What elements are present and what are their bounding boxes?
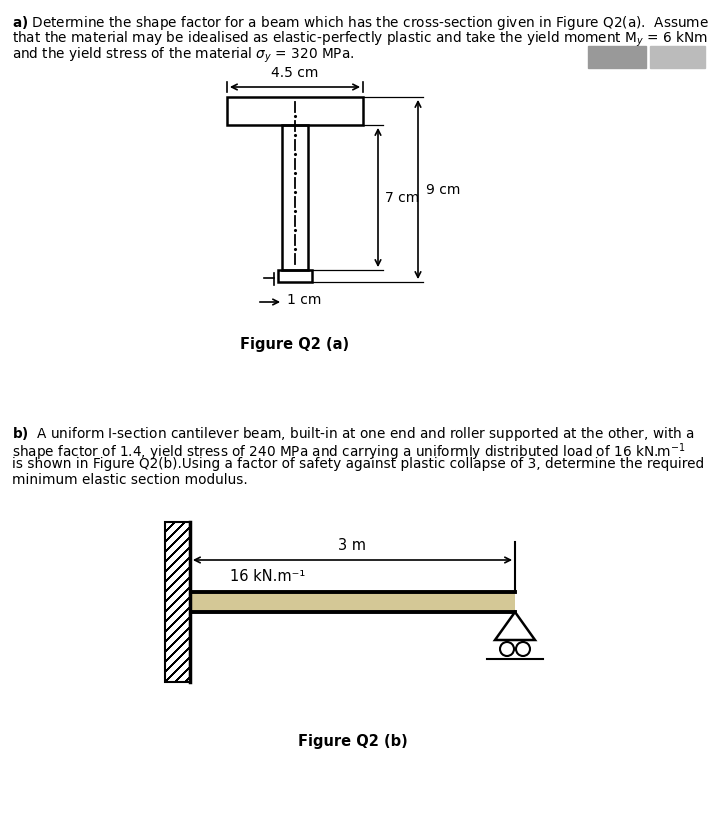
Bar (278, 270, 312, 282)
Text: 16 kN.m⁻¹: 16 kN.m⁻¹ (230, 569, 305, 584)
Bar (227, 97, 363, 125)
Text: is shown in Figure Q2(b).Using a factor of safety against plastic collapse of 3,: is shown in Figure Q2(b).Using a factor … (12, 457, 704, 471)
Text: Figure Q2 (a): Figure Q2 (a) (240, 337, 350, 352)
Text: shape factor of 1.4, yield stress of 240 MPa and carrying a uniformly distribute: shape factor of 1.4, yield stress of 240… (12, 441, 685, 463)
Bar (190, 592, 515, 612)
Bar (650, 46, 705, 68)
Text: $\mathbf{b)}$  A uniform I-section cantilever beam, built-in at one end and roll: $\mathbf{b)}$ A uniform I-section cantil… (12, 425, 695, 443)
Text: $\mathbf{a)}$ Determine the shape factor for a beam which has the cross-section : $\mathbf{a)}$ Determine the shape factor… (12, 14, 708, 32)
Text: minimum elastic section modulus.: minimum elastic section modulus. (12, 473, 248, 487)
Text: 7 cm: 7 cm (385, 190, 419, 204)
Bar (588, 46, 646, 68)
Bar (282, 125, 308, 270)
Text: 4.5 cm: 4.5 cm (271, 66, 319, 80)
Text: that the material may be idealised as elastic-perfectly plastic and take the yie: that the material may be idealised as el… (12, 30, 708, 49)
Bar (165, 522, 190, 682)
Text: and the yield stress of the material $\sigma_y$ = 320 MPa.: and the yield stress of the material $\s… (12, 46, 354, 65)
Text: 1 cm: 1 cm (287, 293, 321, 307)
Text: 3 m: 3 m (338, 538, 366, 553)
Text: 9 cm: 9 cm (426, 183, 460, 197)
Text: Figure Q2 (b): Figure Q2 (b) (297, 734, 408, 749)
